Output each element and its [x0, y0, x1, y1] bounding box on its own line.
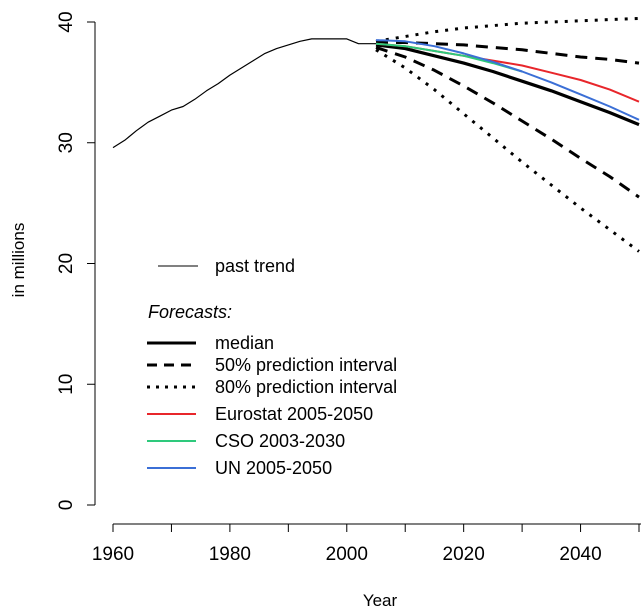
x-ticks: 1960 1980 2000 2020 2040 — [92, 524, 640, 565]
y-tick-label-20: 20 — [56, 253, 77, 274]
x-tick-label-1980: 1980 — [209, 544, 251, 565]
series-line-dotted-5 — [375, 48, 640, 253]
x-tick-label-2000: 2000 — [326, 544, 368, 565]
x-axis-title: Year — [363, 591, 398, 610]
legend-label-80-interval: 80% prediction interval — [215, 377, 397, 397]
series-line-cso-7 — [375, 42, 523, 73]
y-tick-label-10: 10 — [56, 374, 77, 395]
legend-label-un: UN 2005-2050 — [215, 458, 332, 478]
legend-label-50-interval: 50% prediction interval — [215, 355, 397, 375]
legend-label-eurostat: Eurostat 2005-2050 — [215, 404, 373, 424]
series-lines — [112, 16, 640, 253]
legend-label-cso: CSO 2003-2030 — [215, 431, 345, 451]
series-line-dotted-4 — [375, 16, 640, 43]
y-ticks: 0 10 20 30 40 — [56, 11, 95, 510]
y-axis-title: in millions — [9, 223, 28, 298]
y-tick-label-0: 0 — [56, 500, 77, 511]
legend-forecast-title: Forecasts: — [148, 302, 232, 322]
y-tick-label-40: 40 — [56, 11, 77, 32]
series-line-dashed-3 — [375, 45, 640, 199]
series-line-un-8 — [375, 39, 640, 121]
series-line-solid-thin-0 — [112, 38, 376, 149]
y-tick-label-30: 30 — [56, 132, 77, 153]
legend: past trend Forecasts: median 50% predict… — [147, 256, 397, 478]
series-line-solid-thick-1 — [375, 43, 640, 127]
series-line-dashed-2 — [376, 41, 640, 65]
x-tick-label-2040: 2040 — [559, 544, 601, 565]
x-tick-label-2020: 2020 — [443, 544, 485, 565]
legend-label-median: median — [215, 333, 274, 353]
x-tick-label-1960: 1960 — [92, 544, 134, 565]
legend-label-past-trend: past trend — [215, 256, 295, 276]
